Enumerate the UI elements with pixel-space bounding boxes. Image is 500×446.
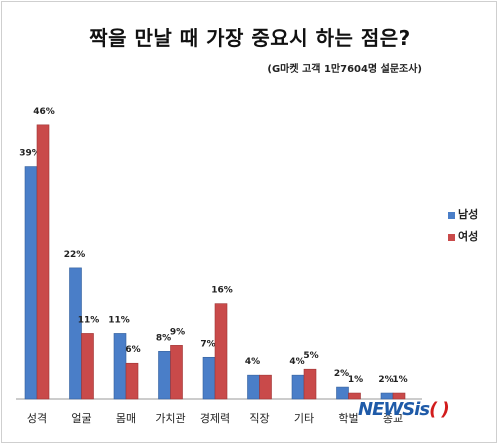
bar-male-6 <box>291 374 305 400</box>
legend-female-label: 여성 <box>458 230 479 243</box>
bar-male-4 <box>202 356 216 400</box>
data-label-male-7: 2% <box>334 369 349 379</box>
category-label-2: 몸매 <box>116 412 136 425</box>
data-label-female-6: 5% <box>303 351 318 361</box>
category-label-7: 학벌 <box>338 412 358 425</box>
data-label-female-8: 1% <box>392 375 407 385</box>
bar-female-2 <box>125 362 139 400</box>
bar-female-4 <box>214 303 228 400</box>
newsis-watermark: NEWSis( ) <box>358 399 450 420</box>
data-label-male-2: 11% <box>108 315 130 325</box>
bar-male-2 <box>113 333 127 400</box>
data-label-female-0: 46% <box>33 107 55 117</box>
category-label-5: 직장 <box>249 412 269 425</box>
bar-female-0 <box>36 124 50 400</box>
bar-male-5 <box>247 374 260 400</box>
data-label-male-4: 7% <box>200 339 215 349</box>
bar-male-3 <box>158 351 171 400</box>
bar-female-1 <box>81 333 94 400</box>
data-label-male-3: 8% <box>156 333 171 343</box>
category-label-4: 경제력 <box>200 412 230 425</box>
chart-subtitle: (G마켓 고객 1만7604명 설문조사) <box>267 64 422 75</box>
data-label-female-2: 6% <box>125 345 140 355</box>
data-label-female-1: 11% <box>78 315 100 325</box>
legend-male: 남성 <box>448 206 478 222</box>
legend-female: 여성 <box>448 228 478 244</box>
category-label-3: 가치관 <box>155 412 185 425</box>
bar-female-3 <box>170 345 183 400</box>
chart-title: 짝을 만날 때 가장 중요시 하는 점은? <box>89 26 411 50</box>
data-label-male-5: 4% <box>245 357 260 367</box>
data-label-female-4: 16% <box>211 286 233 296</box>
category-label-1: 얼굴 <box>71 411 91 425</box>
category-label-0: 성격 <box>27 412 47 425</box>
category-label-6: 기타 <box>294 412 314 425</box>
legend-male-label: 남성 <box>458 208 479 221</box>
data-label-male-1: 22% <box>64 250 86 260</box>
data-label-male-8: 2% <box>378 375 393 385</box>
legend-female-swatch <box>448 233 455 241</box>
bar-male-0 <box>24 166 38 400</box>
bar-female-8 <box>392 392 406 400</box>
data-label-male-0: 39% <box>19 149 41 159</box>
category-label-8: 종교 <box>383 412 403 425</box>
legend-male-swatch <box>448 211 455 219</box>
bar-female-5 <box>259 374 272 400</box>
bar-female-7 <box>348 392 361 400</box>
data-label-female-3: 9% <box>170 327 185 337</box>
bar-male-1 <box>69 267 82 400</box>
data-label-female-7: 1% <box>348 375 363 385</box>
bar-female-6 <box>303 368 317 400</box>
bar-male-7 <box>336 386 349 400</box>
data-label-male-6: 4% <box>289 357 304 367</box>
